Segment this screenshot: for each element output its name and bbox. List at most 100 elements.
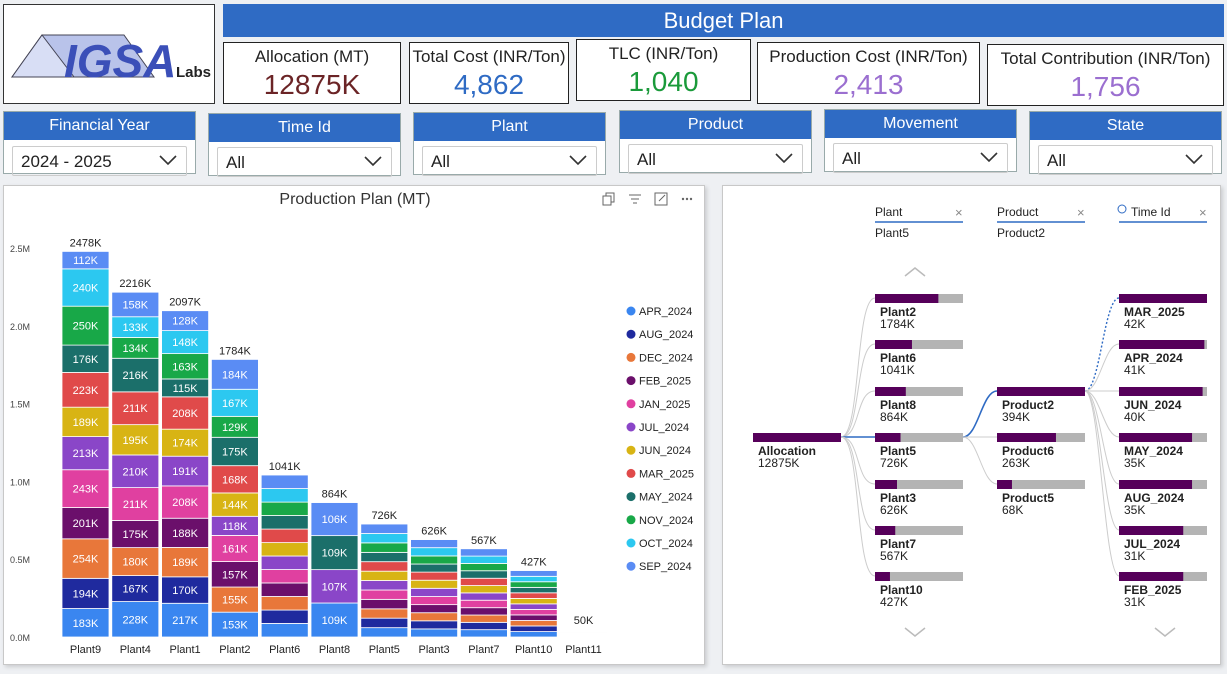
tree-node-bar[interactable]	[997, 480, 1012, 489]
bar-segment[interactable]	[210, 535, 259, 562]
bar-segment[interactable]	[410, 579, 459, 589]
tree-node-bar[interactable]	[1119, 340, 1205, 349]
bar-segment[interactable]	[410, 555, 459, 565]
tree-node-bar[interactable]	[1119, 294, 1207, 303]
bar-segment[interactable]	[161, 547, 210, 578]
bar-segment[interactable]	[410, 612, 459, 622]
bar-segment[interactable]	[111, 487, 160, 521]
bar-segment[interactable]	[260, 609, 309, 624]
bar-segment[interactable]	[360, 598, 409, 610]
bar-segment[interactable]	[410, 563, 459, 573]
lightbulb-icon[interactable]	[1117, 204, 1127, 214]
tree-node-bar-bg[interactable]	[875, 572, 963, 581]
scroll-up-icon[interactable]	[904, 267, 926, 277]
tree-node-bar-bg[interactable]	[997, 480, 1085, 489]
bar-segment[interactable]	[459, 577, 508, 586]
legend-label[interactable]: NOV_2024	[639, 515, 693, 527]
bar-segment[interactable]	[509, 614, 558, 621]
bar-segment[interactable]	[509, 570, 558, 577]
bar-segment[interactable]	[111, 575, 160, 602]
tree-node-bar[interactable]	[875, 433, 901, 442]
financial-year-dropdown[interactable]: 2024 - 2025	[12, 146, 187, 176]
bar-segment[interactable]	[310, 535, 359, 571]
bar-segment[interactable]	[459, 585, 508, 594]
bar-segment[interactable]	[509, 598, 558, 605]
tree-node-bar[interactable]	[997, 387, 1085, 396]
bar-segment[interactable]	[210, 465, 259, 494]
bar-segment[interactable]	[260, 501, 309, 516]
tree-node-bar-bg[interactable]	[875, 433, 963, 442]
bar-segment[interactable]	[111, 454, 160, 489]
bar-segment[interactable]	[210, 388, 259, 417]
tree-node-bar[interactable]	[875, 340, 912, 349]
tree-node-bar-bg[interactable]	[875, 387, 963, 396]
bar-segment[interactable]	[410, 547, 459, 557]
bar-segment[interactable]	[509, 625, 558, 632]
legend-label[interactable]: DEC_2024	[639, 352, 693, 364]
movement-dropdown[interactable]: All	[833, 143, 1008, 173]
bar-segment[interactable]	[61, 251, 110, 270]
bar-segment[interactable]	[260, 488, 309, 503]
tree-node-bar[interactable]	[875, 294, 939, 303]
bar-segment[interactable]	[410, 628, 459, 638]
bar-segment[interactable]	[509, 603, 558, 610]
bar-segment[interactable]	[111, 547, 160, 576]
tree-node-bar[interactable]	[1119, 433, 1193, 442]
state-dropdown[interactable]: All	[1038, 145, 1213, 175]
tree-node-bar[interactable]	[1119, 572, 1184, 581]
bar-segment[interactable]	[161, 396, 210, 430]
bar-segment[interactable]	[459, 621, 508, 631]
bar-segment[interactable]	[310, 602, 359, 638]
bar-segment[interactable]	[61, 344, 110, 373]
bar-segment[interactable]	[260, 542, 309, 557]
bar-segment[interactable]	[360, 551, 409, 563]
bar-segment[interactable]	[111, 291, 160, 318]
bar-segment[interactable]	[459, 570, 508, 579]
bar-segment[interactable]	[360, 561, 409, 572]
bar-segment[interactable]	[509, 609, 558, 616]
bar-segment[interactable]	[310, 569, 359, 604]
bar-segment[interactable]	[459, 592, 508, 601]
bar-segment[interactable]	[360, 608, 409, 619]
bar-segment[interactable]	[459, 629, 508, 638]
bar-segment[interactable]	[559, 628, 608, 631]
tree-node-bar[interactable]	[875, 480, 897, 489]
bar-segment[interactable]	[459, 607, 508, 616]
legend-label[interactable]: AUG_2024	[639, 329, 693, 341]
scroll-down-icon[interactable]	[904, 627, 926, 637]
bar-segment[interactable]	[210, 359, 259, 390]
bar-segment[interactable]	[260, 515, 309, 530]
bar-segment[interactable]	[459, 599, 508, 609]
bar-segment[interactable]	[260, 569, 309, 584]
legend-label[interactable]: JUL_2024	[639, 422, 689, 434]
bar-segment[interactable]	[509, 620, 558, 627]
bar-segment[interactable]	[410, 587, 459, 597]
tree-node-bar[interactable]	[1119, 526, 1184, 535]
bar-segment[interactable]	[360, 570, 409, 581]
bar-segment[interactable]	[260, 582, 309, 597]
close-icon[interactable]: ×	[955, 205, 963, 220]
bar-segment[interactable]	[210, 586, 259, 613]
bar-segment[interactable]	[459, 563, 508, 572]
bar-segment[interactable]	[161, 576, 210, 604]
close-icon[interactable]: ×	[1199, 205, 1207, 220]
bar-segment[interactable]	[360, 580, 409, 591]
tree-root-bar[interactable]	[753, 433, 841, 442]
legend-label[interactable]: JAN_2025	[639, 399, 690, 411]
more-options-icon[interactable]	[680, 192, 694, 206]
bar-segment[interactable]	[459, 614, 508, 623]
bar-segment[interactable]	[410, 596, 459, 606]
tree-node-bar[interactable]	[875, 526, 896, 535]
bar-segment[interactable]	[260, 528, 309, 544]
tree-node-bar[interactable]	[1119, 480, 1193, 489]
bar-segment[interactable]	[210, 436, 259, 467]
bar-segment[interactable]	[61, 608, 110, 638]
bar-segment[interactable]	[260, 623, 309, 638]
tree-node-bar[interactable]	[1119, 387, 1203, 396]
bar-segment[interactable]	[360, 533, 409, 544]
bar-segment[interactable]	[260, 596, 309, 611]
tree-node-bar-bg[interactable]	[875, 480, 963, 489]
bar-segment[interactable]	[509, 586, 558, 594]
bar-segment[interactable]	[509, 631, 558, 638]
legend-label[interactable]: FEB_2025	[639, 376, 691, 388]
